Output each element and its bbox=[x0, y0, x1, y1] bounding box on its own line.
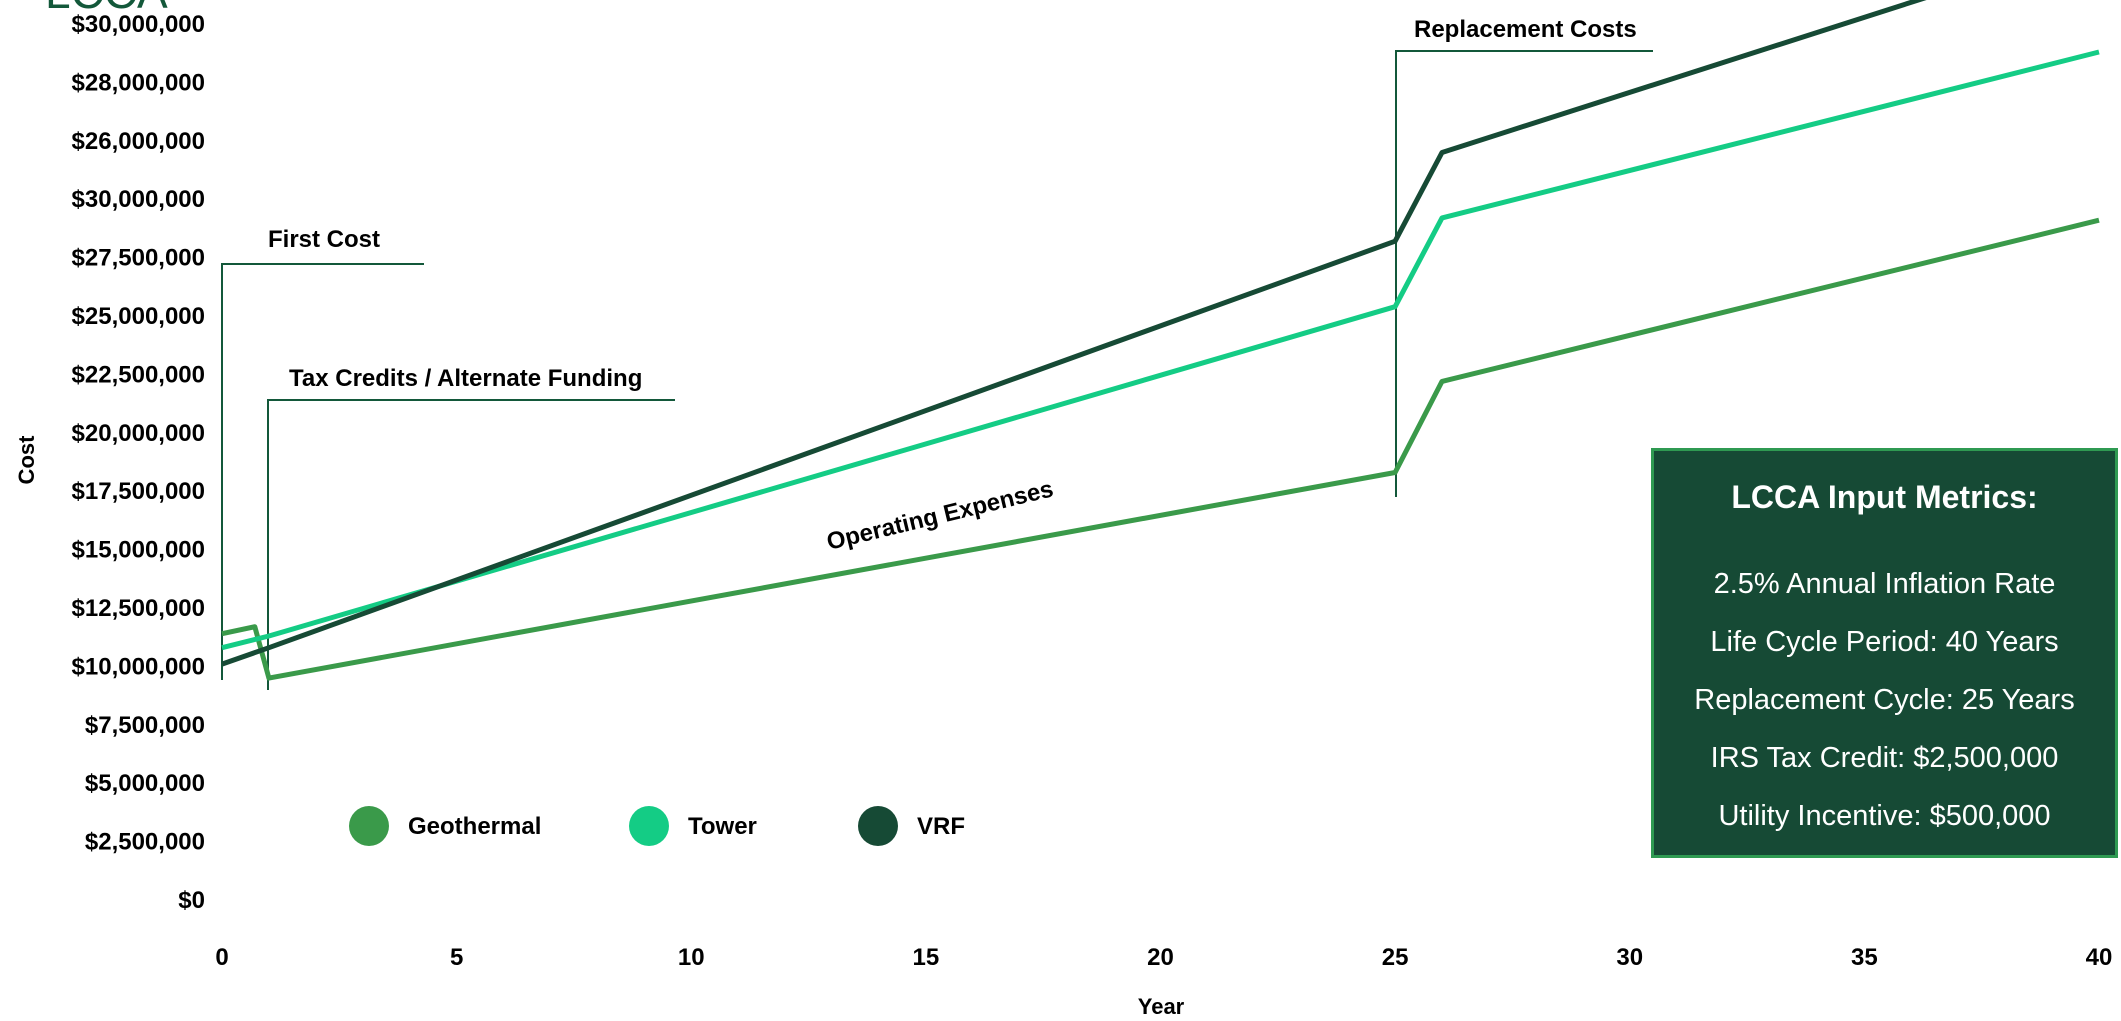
y-tick-label: $17,500,000 bbox=[72, 478, 205, 505]
replacement-costs-label: Replacement Costs bbox=[1414, 16, 1637, 43]
y-tick-label: $26,000,000 bbox=[72, 128, 205, 155]
y-tick-label: $5,000,000 bbox=[85, 770, 205, 797]
x-tick-label: 0 bbox=[215, 944, 228, 971]
annotation-replacement: Replacement Costs bbox=[1395, 16, 1653, 497]
y-tick-label: $30,000,000 bbox=[72, 186, 205, 213]
x-tick-label: 5 bbox=[450, 944, 463, 971]
series-line-tower bbox=[221, 49, 2100, 651]
metric-utility-incentive: Utility Incentive: $500,000 bbox=[1718, 800, 2051, 832]
legend-label-tower: Tower bbox=[688, 813, 757, 840]
x-tick-label: 15 bbox=[913, 944, 940, 971]
y-axis-title: Cost bbox=[14, 435, 39, 485]
legend-swatch-geothermal bbox=[349, 806, 389, 846]
x-tick-label: 40 bbox=[2086, 944, 2113, 971]
y-tick-label: $22,500,000 bbox=[72, 361, 205, 388]
metrics-title: LCCA Input Metrics: bbox=[1731, 479, 2038, 515]
tax-credits-bracket bbox=[267, 399, 675, 690]
replacement-bracket bbox=[1395, 50, 1653, 497]
x-axis-ticks: 0 5 10 15 20 25 30 35 40 bbox=[215, 944, 2112, 971]
annotation-tax-credits: Tax Credits / Alternate Funding bbox=[267, 365, 675, 690]
metric-replacement-cycle: Replacement Cycle: 25 Years bbox=[1694, 684, 2075, 716]
metric-inflation-rate: 2.5% Annual Inflation Rate bbox=[1713, 568, 2056, 600]
series-line-geothermal bbox=[221, 217, 2100, 681]
x-tick-label: 20 bbox=[1147, 944, 1174, 971]
y-tick-label: $10,000,000 bbox=[72, 653, 205, 680]
y-tick-label: $28,000,000 bbox=[72, 69, 205, 96]
x-tick-label: 10 bbox=[678, 944, 705, 971]
page-title-fragment: LCCA bbox=[45, 0, 168, 18]
x-axis-title: Year bbox=[1138, 994, 1185, 1019]
operating-expenses-label: Operating Expenses bbox=[824, 475, 1056, 555]
metrics-list: 2.5% Annual Inflation Rate Life Cycle Pe… bbox=[1654, 555, 2115, 845]
first-cost-label: First Cost bbox=[268, 226, 380, 253]
y-tick-label: $27,500,000 bbox=[72, 245, 205, 272]
y-tick-label: $2,500,000 bbox=[85, 829, 205, 856]
legend-label-geothermal: Geothermal bbox=[408, 813, 541, 840]
x-tick-label: 25 bbox=[1382, 944, 1409, 971]
metric-irs-tax-credit: IRS Tax Credit: $2,500,000 bbox=[1710, 742, 2059, 774]
y-tick-label: $15,000,000 bbox=[72, 537, 205, 564]
legend-swatch-vrf bbox=[858, 806, 898, 846]
legend-item-geothermal: Geothermal bbox=[349, 806, 541, 846]
y-tick-label: $12,500,000 bbox=[72, 595, 205, 622]
annotation-first-cost: First Cost bbox=[221, 226, 424, 680]
y-tick-label: $0 bbox=[178, 887, 205, 914]
x-tick-label: 30 bbox=[1616, 944, 1643, 971]
y-tick-label: $25,000,000 bbox=[72, 303, 205, 330]
tax-credits-label: Tax Credits / Alternate Funding bbox=[289, 365, 642, 392]
metric-life-cycle-period: Life Cycle Period: 40 Years bbox=[1710, 626, 2059, 658]
legend-label-vrf: VRF bbox=[917, 813, 965, 840]
legend-swatch-tower bbox=[629, 806, 669, 846]
x-tick-label: 35 bbox=[1851, 944, 1878, 971]
y-tick-label: $30,000,000 bbox=[72, 11, 205, 38]
lcca-input-metrics-panel: LCCA Input Metrics: 2.5% Annual Inflatio… bbox=[1651, 448, 2118, 858]
first-cost-bracket bbox=[221, 263, 424, 680]
legend: Geothermal Tower VRF bbox=[349, 806, 965, 846]
y-tick-label: $20,000,000 bbox=[72, 420, 205, 447]
series-line-vrf bbox=[221, 0, 1927, 667]
series-lines bbox=[221, 0, 2100, 681]
legend-item-vrf: VRF bbox=[858, 806, 965, 846]
y-axis-ticks: $0 $2,500,000 $5,000,000 $7,500,000 $10,000,… bbox=[72, 11, 205, 914]
y-tick-label: $7,500,000 bbox=[85, 712, 205, 739]
legend-item-tower: Tower bbox=[629, 806, 757, 846]
